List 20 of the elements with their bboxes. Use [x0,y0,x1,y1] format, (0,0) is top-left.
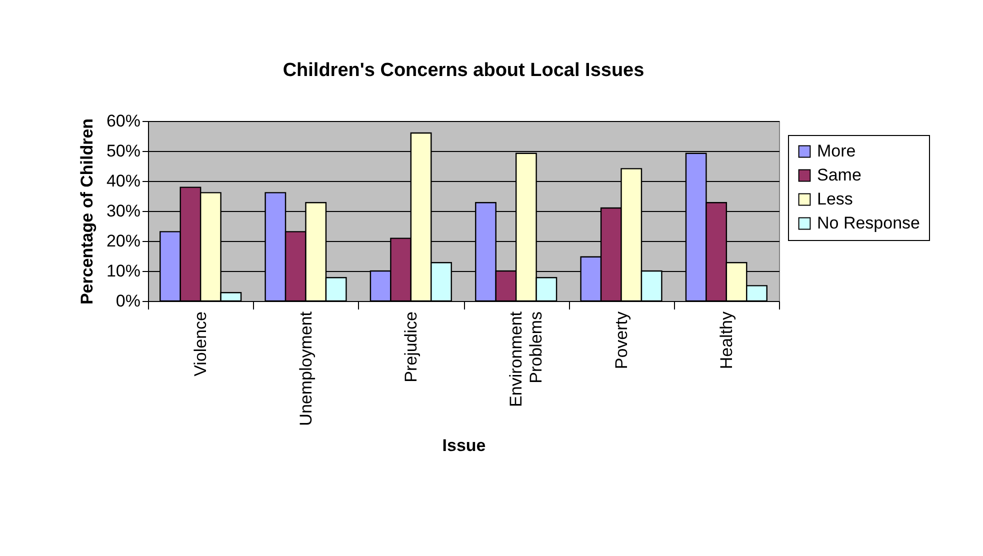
y-tick-label: 20% [106,232,140,250]
y-tick-label: 30% [106,202,140,220]
y-tick-label: 0% [116,292,140,310]
legend-label: No Response [817,214,920,232]
legend-label: Less [817,190,853,208]
y-tick-label: 40% [106,172,140,190]
x-tick-label: Violence [191,312,210,376]
x-axis-title: Issue [442,436,486,455]
legend-label: More [817,142,856,160]
x-tick-label: Unemployment [296,311,316,426]
chart-title: Children's Concerns about Local Issues [282,60,644,81]
y-tick-label: 10% [106,262,140,280]
y-tick-label: 60% [106,112,140,130]
x-tick-label: Healthy [716,311,736,370]
x-tick-label: Environment Problems [506,311,546,407]
legend-label: Same [817,166,862,184]
y-axis-title: Percentage of Children [77,118,96,305]
y-tick-label: 50% [106,142,140,160]
x-tick-label: Prejudice [401,312,420,382]
x-tick-label: Poverty [612,311,631,370]
